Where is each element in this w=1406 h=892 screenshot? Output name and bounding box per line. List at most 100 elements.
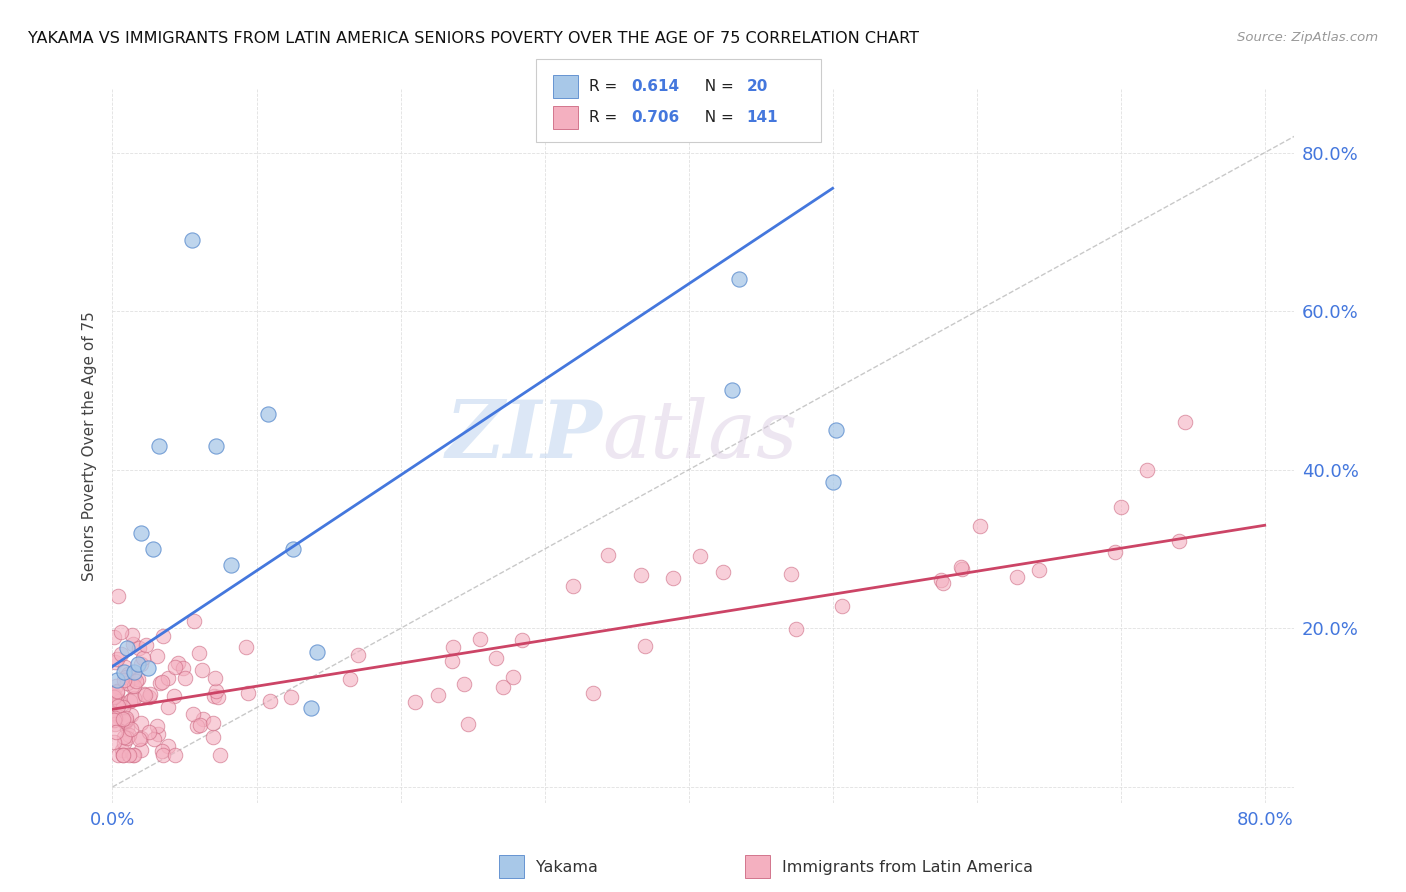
Point	[824, 423, 846, 437]
Point	[404, 695, 426, 709]
Point	[728, 272, 751, 286]
Point	[186, 719, 208, 733]
Point	[104, 680, 127, 694]
Point	[183, 614, 205, 628]
Point	[950, 562, 973, 576]
Point	[969, 518, 991, 533]
Text: ZIP: ZIP	[446, 397, 603, 474]
Point	[129, 526, 152, 541]
Point	[468, 632, 491, 646]
Point	[582, 686, 605, 700]
Text: atlas: atlas	[603, 397, 799, 474]
Point	[107, 709, 129, 723]
Point	[235, 640, 257, 654]
Point	[257, 407, 280, 421]
Point	[117, 666, 139, 681]
Point	[129, 716, 152, 731]
Point	[281, 542, 304, 557]
Point	[118, 728, 141, 742]
Point	[125, 673, 148, 688]
Point	[163, 748, 186, 763]
Point	[146, 727, 169, 741]
Point	[134, 687, 156, 701]
Point	[280, 690, 302, 705]
Text: N =: N =	[695, 79, 738, 94]
Point	[949, 559, 972, 574]
Point	[150, 744, 173, 758]
Point	[299, 700, 322, 714]
Point	[207, 690, 229, 704]
Point	[112, 699, 135, 714]
Point	[142, 542, 165, 557]
Point	[931, 574, 953, 588]
Point	[440, 654, 463, 668]
Point	[129, 731, 152, 746]
Point	[821, 475, 844, 489]
Point	[427, 688, 450, 702]
Point	[166, 656, 188, 670]
Point	[339, 672, 361, 686]
Point	[120, 707, 142, 722]
Point	[138, 724, 160, 739]
Point	[441, 640, 464, 654]
Point	[662, 571, 685, 585]
Point	[238, 686, 260, 700]
Y-axis label: Seniors Poverty Over the Age of 75: Seniors Poverty Over the Age of 75	[82, 311, 97, 581]
Point	[630, 568, 652, 582]
Text: 0.614: 0.614	[631, 79, 679, 94]
Point	[1168, 534, 1191, 549]
Point	[122, 665, 145, 679]
Point	[129, 743, 152, 757]
Point	[107, 699, 129, 714]
Point	[162, 689, 184, 703]
Point	[118, 748, 141, 763]
Point	[107, 747, 129, 762]
Point	[138, 690, 160, 705]
Point	[148, 439, 170, 453]
Point	[132, 651, 155, 665]
Point	[108, 696, 131, 710]
Point	[129, 657, 152, 671]
Text: R =: R =	[589, 79, 623, 94]
Point	[134, 689, 156, 703]
Point	[105, 683, 128, 698]
Point	[259, 693, 281, 707]
Point	[103, 735, 125, 749]
Point	[208, 748, 231, 763]
Point	[931, 576, 953, 591]
Text: 141: 141	[747, 111, 778, 125]
Text: Immigrants from Latin America: Immigrants from Latin America	[782, 860, 1033, 874]
Point	[128, 731, 150, 746]
Point	[188, 717, 211, 731]
Point	[121, 628, 143, 642]
Point	[152, 628, 174, 642]
Point	[110, 647, 132, 661]
Point	[114, 659, 136, 673]
Point	[112, 748, 135, 763]
Text: YAKAMA VS IMMIGRANTS FROM LATIN AMERICA SENIORS POVERTY OVER THE AGE OF 75 CORRE: YAKAMA VS IMMIGRANTS FROM LATIN AMERICA …	[28, 31, 920, 46]
Text: Yakama: Yakama	[536, 860, 598, 874]
Point	[201, 730, 224, 744]
Point	[103, 690, 125, 704]
Point	[138, 687, 160, 701]
Point	[205, 684, 228, 698]
Point	[104, 716, 127, 731]
Point	[103, 630, 125, 644]
Point	[174, 671, 197, 685]
Point	[115, 641, 138, 656]
Point	[145, 648, 167, 663]
Text: 0.706: 0.706	[631, 111, 679, 125]
Point	[346, 648, 368, 662]
Point	[689, 549, 711, 564]
Point	[634, 639, 657, 653]
Point	[561, 579, 583, 593]
Point	[110, 624, 132, 639]
Point	[107, 685, 129, 699]
Point	[150, 675, 173, 690]
Point	[711, 566, 734, 580]
Point	[187, 646, 209, 660]
Point	[112, 673, 135, 687]
Point	[181, 707, 204, 722]
Point	[180, 233, 202, 247]
Point	[112, 736, 135, 750]
